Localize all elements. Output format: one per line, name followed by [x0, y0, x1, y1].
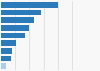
Bar: [1, 17, 34, 23]
Bar: [1, 2, 58, 8]
Bar: [1, 33, 26, 38]
Bar: [1, 56, 11, 61]
Bar: [1, 10, 41, 15]
Bar: [1, 63, 6, 69]
Bar: [1, 48, 12, 54]
Bar: [1, 40, 16, 46]
Bar: [1, 25, 29, 31]
